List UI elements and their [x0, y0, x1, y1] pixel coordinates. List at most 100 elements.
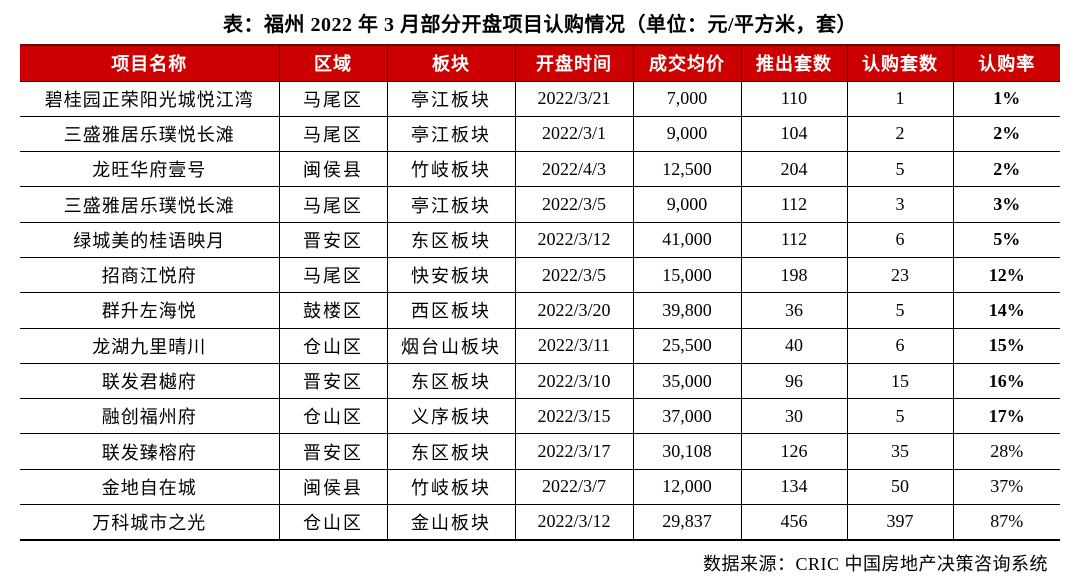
table-cell: 3: [846, 186, 953, 223]
table-row: 联发臻榕府 晋安区 东区板块 2022/3/17 30,108 126 35 28%: [20, 433, 1060, 470]
table-cell: 2022/3/11: [514, 328, 633, 364]
table-cell: 12,500: [632, 151, 741, 188]
table-row: 招商江悦府 马尾区 快安板块 2022/3/5 15,000 198 23 12%: [20, 257, 1060, 294]
table-cell: 晋安区: [278, 222, 387, 258]
table-row: 群升左海悦 鼓楼区 西区板块 2022/3/20 39,800 36 5 14%: [20, 292, 1060, 329]
project-name-cell: 绿城美的桂语映月: [20, 222, 279, 258]
table-cell: 亭江板块: [386, 81, 515, 117]
table-cell: 112: [740, 222, 847, 258]
table-cell: 仓山区: [278, 328, 387, 364]
table-cell: 2022/3/5: [514, 257, 633, 294]
project-name-cell: 融创福州府: [20, 398, 279, 435]
table-cell: 西区板块: [386, 292, 515, 329]
table-cell: 104: [740, 116, 847, 153]
table-cell: 17%: [952, 398, 1060, 435]
table-row: 融创福州府 仓山区 义序板块 2022/3/15 37,000 30 5 17%: [20, 398, 1060, 435]
table-cell: 2022/3/20: [514, 292, 633, 329]
table-cell: 5: [846, 398, 953, 435]
table-cell: 2022/3/15: [514, 398, 633, 435]
column-header: 认购套数: [846, 44, 953, 82]
project-name-cell: 碧桂园正荣阳光城悦江湾: [20, 81, 279, 117]
table-row: 龙湖九里晴川 仓山区 烟台山板块 2022/3/11 25,500 40 6 15%: [20, 328, 1060, 364]
table-cell: 2022/3/1: [514, 116, 633, 153]
table-row: 绿城美的桂语映月 晋安区 东区板块 2022/3/12 41,000 112 6 5%: [20, 222, 1060, 258]
table-cell: 晋安区: [278, 433, 387, 470]
column-header: 推出套数: [740, 44, 847, 82]
table-cell: 晋安区: [278, 363, 387, 400]
table-cell: 2%: [952, 116, 1060, 153]
table-cell: 39,800: [632, 292, 741, 329]
column-header: 认购率: [952, 44, 1060, 82]
table-cell: 29,837: [632, 504, 741, 541]
table-row: 联发君樾府 晋安区 东区板块 2022/3/10 35,000 96 15 16%: [20, 363, 1060, 400]
table-cell: 2022/3/10: [514, 363, 633, 400]
table-cell: 28%: [952, 433, 1060, 470]
table-row: 三盛雅居乐璞悦长滩 马尾区 亭江板块 2022/3/5 9,000 112 3 3%: [20, 186, 1060, 223]
table-cell: 397: [846, 504, 953, 541]
table-cell: 15: [846, 363, 953, 400]
table-cell: 东区板块: [386, 222, 515, 258]
project-name-cell: 群升左海悦: [20, 292, 279, 329]
table-cell: 亭江板块: [386, 186, 515, 223]
project-name-cell: 龙旺华府壹号: [20, 151, 279, 188]
table-cell: 36: [740, 292, 847, 329]
table-cell: 35,000: [632, 363, 741, 400]
project-name-cell: 万科城市之光: [20, 504, 279, 541]
table-row: 金地自在城 闽侯县 竹岐板块 2022/3/7 12,000 134 50 37%: [20, 469, 1060, 506]
table-cell: 2022/3/7: [514, 469, 633, 506]
table-cell: 40: [740, 328, 847, 364]
table-cell: 87%: [952, 504, 1060, 541]
table-cell: 2022/3/12: [514, 504, 633, 541]
table-body: 碧桂园正荣阳光城悦江湾 马尾区 亭江板块 2022/3/21 7,000 110 1 1% 三盛…: [20, 81, 1060, 541]
table-cell: 35: [846, 433, 953, 470]
table-cell: 东区板块: [386, 433, 515, 470]
table-cell: 义序板块: [386, 398, 515, 435]
table-cell: 快安板块: [386, 257, 515, 294]
table-cell: 37,000: [632, 398, 741, 435]
table-cell: 马尾区: [278, 116, 387, 153]
table-row: 三盛雅居乐璞悦长滩 马尾区 亭江板块 2022/3/1 9,000 104 2 2%: [20, 116, 1060, 153]
table-cell: 5: [846, 292, 953, 329]
table-cell: 96: [740, 363, 847, 400]
column-header: 开盘时间: [514, 44, 633, 82]
table-cell: 14%: [952, 292, 1060, 329]
table-cell: 1: [846, 81, 953, 117]
data-source: 数据来源：CRIC 中国房地产决策咨询系统: [702, 553, 1048, 574]
column-header: 项目名称: [20, 44, 279, 82]
table-cell: 5%: [952, 222, 1060, 258]
table-cell: 12,000: [632, 469, 741, 506]
project-name-cell: 三盛雅居乐璞悦长滩: [20, 186, 279, 223]
table-cell: 6: [846, 222, 953, 258]
table-cell: 110: [740, 81, 847, 117]
table-cell: 仓山区: [278, 504, 387, 541]
project-name-cell: 金地自在城: [20, 469, 279, 506]
table-cell: 9,000: [632, 116, 741, 153]
column-header: 区域: [278, 44, 387, 82]
subscription-data-table: 项目名称 区域 板块 开盘时间 成交均价 推出套数 认购套数 认购率 碧桂园正荣阳光城悦江湾马…: [20, 44, 1060, 541]
table-cell: 鼓楼区: [278, 292, 387, 329]
table-cell: 2022/3/5: [514, 186, 633, 223]
table-cell: 15,000: [632, 257, 741, 294]
table-cell: 37%: [952, 469, 1060, 506]
table-cell: 2%: [952, 151, 1060, 188]
table-cell: 50: [846, 469, 953, 506]
table-cell: 马尾区: [278, 257, 387, 294]
table-cell: 2022/3/17: [514, 433, 633, 470]
table-cell: 2022/3/12: [514, 222, 633, 258]
table-cell: 东区板块: [386, 363, 515, 400]
header-row: 项目名称 区域 板块 开盘时间 成交均价 推出套数 认购套数 认购率: [20, 44, 1060, 82]
table-cell: 竹岐板块: [386, 151, 515, 188]
table-cell: 2022/3/21: [514, 81, 633, 117]
table-cell: 仓山区: [278, 398, 387, 435]
table-cell: 5: [846, 151, 953, 188]
table-row: 龙旺华府壹号 闽侯县 竹岐板块 2022/4/3 12,500 204 5 2%: [20, 151, 1060, 188]
column-header: 成交均价: [632, 44, 741, 82]
table-cell: 25,500: [632, 328, 741, 364]
table-cell: 1%: [952, 81, 1060, 117]
table-cell: 30,108: [632, 433, 741, 470]
table-cell: 16%: [952, 363, 1060, 400]
project-name-cell: 三盛雅居乐璞悦长滩: [20, 116, 279, 153]
table-cell: 烟台山板块: [386, 328, 515, 364]
table-cell: 马尾区: [278, 81, 387, 117]
project-name-cell: 联发臻榕府: [20, 433, 279, 470]
